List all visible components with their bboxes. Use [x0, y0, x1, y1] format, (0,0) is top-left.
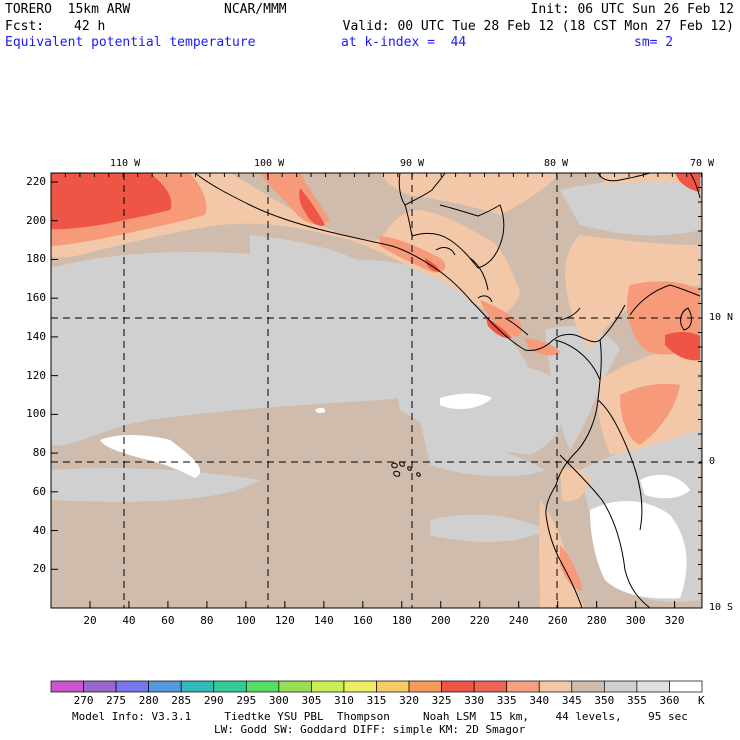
- bottom-grid-label: 140: [313, 614, 334, 627]
- colorbar-swatch: [571, 680, 605, 693]
- organization: NCAR/MMM: [224, 2, 287, 17]
- map-fill: [51, 173, 702, 608]
- smoothing: sm= 2: [634, 35, 674, 50]
- colorbar-swatch: [83, 680, 117, 693]
- graticule: [51, 173, 702, 608]
- colorbar-swatch: [538, 680, 573, 693]
- colorbar-label: 280: [138, 694, 159, 707]
- left-grid-label: 220: [26, 175, 46, 188]
- colorbar-label: 305: [301, 694, 322, 707]
- colorbar-label: 335: [496, 694, 517, 707]
- colorbar-swatch: [115, 680, 149, 693]
- model-info-line1: Model Info: V3.3.1 Tiedtke YSU PBL Thomp…: [72, 710, 688, 723]
- left-grid-label: 20: [32, 562, 46, 576]
- colorbar-swatch: [311, 680, 345, 693]
- colorbar-label: 310: [334, 694, 354, 707]
- lon-label-70w: 70 W: [690, 158, 715, 169]
- colorbar-swatch: [473, 680, 508, 693]
- colorbar-swatch: [180, 680, 215, 693]
- colorbar-label: 360: [659, 694, 680, 707]
- colorbar-swatch: [278, 680, 312, 693]
- colorbar-swatch: [636, 680, 670, 693]
- left-grid-label: 200: [26, 213, 46, 227]
- model-info-line2: LW: Godd SW: Goddard DIFF: simple KM: 2D…: [214, 723, 526, 736]
- colorbar-label: 285: [171, 694, 192, 707]
- bottom-grid-label: 120: [274, 614, 295, 627]
- lon-label-100w: 100 W: [254, 158, 285, 169]
- lon-label-110w: 110 W: [110, 158, 141, 169]
- colorbar-swatch: [669, 680, 703, 693]
- left-grid-label: 60: [32, 484, 46, 498]
- bottom-grid-label: 20: [83, 614, 97, 627]
- left-grid-label: 160: [26, 291, 46, 305]
- lon-label-90w: 90 W: [400, 158, 425, 169]
- axis-ticks: [50, 172, 702, 609]
- bottom-grid-label: 80: [200, 614, 214, 627]
- left-grid-label: 120: [26, 368, 46, 382]
- valid-time: Valid: 00 UTC Tue 28 Feb 12 (18 CST Mon …: [342, 19, 734, 34]
- lat-label-10s: 10 S: [709, 602, 734, 613]
- colorbar-label: 330: [464, 694, 485, 707]
- bottom-grid-label: 260: [547, 614, 568, 627]
- colorbar-swatch: [408, 680, 442, 693]
- colorbar-swatch: [441, 680, 475, 693]
- lon-label-80w: 80 W: [544, 158, 569, 169]
- colorbar-label: 300: [268, 694, 289, 707]
- left-grid-label: 40: [32, 523, 46, 537]
- hot-regions: [51, 173, 700, 361]
- bottom-grid-label: 320: [664, 614, 685, 627]
- forecast-label: Fcst:: [5, 19, 45, 34]
- bottom-grid-label: 60: [161, 614, 175, 627]
- colorbar-label: 275: [106, 694, 127, 707]
- colorbar-swatch: [343, 680, 377, 693]
- bottom-grid-label: 220: [469, 614, 490, 627]
- bottom-grid-label: 300: [625, 614, 646, 627]
- forecast-hour: 42 h: [74, 19, 106, 34]
- colorbar-label: 315: [366, 694, 387, 707]
- colorbar-swatch: [148, 680, 182, 693]
- left-grid-label: 80: [32, 446, 46, 460]
- colorbar-label: 355: [626, 694, 647, 707]
- field-name: Equivalent potential temperature: [5, 35, 256, 50]
- colorbar-swatch: [50, 680, 84, 693]
- colorbar-swatch: [376, 680, 410, 693]
- colorbar-label: 295: [236, 694, 257, 707]
- bottom-grid-label: 280: [586, 614, 607, 627]
- bottom-grid-label: 240: [508, 614, 529, 627]
- colorbar-swatch: [603, 680, 638, 693]
- colorbar-unit: K: [698, 694, 705, 707]
- bottom-grid-label: 100: [235, 614, 256, 627]
- colorbar-swatch: [213, 680, 247, 693]
- lat-label-10n: 10 N: [709, 312, 734, 323]
- colorbar-label: 270: [73, 694, 94, 707]
- left-grid-label: 180: [26, 252, 46, 266]
- lat-label-0: 0: [709, 456, 716, 467]
- colorbar-swatch: [245, 680, 280, 693]
- left-grid-label: 140: [26, 329, 46, 343]
- level-index: at k-index = 44: [341, 35, 467, 50]
- bottom-grid-label: 200: [430, 614, 451, 627]
- init-time: Init: 06 UTC Sun 26 Feb 12: [530, 2, 735, 17]
- bottom-grid-label: 180: [391, 614, 412, 627]
- bottom-grid-label: 40: [122, 614, 136, 627]
- left-grid-label: 100: [26, 407, 46, 421]
- model-name: TORERO 15km ARW: [5, 2, 131, 17]
- colorbar-swatch: [506, 680, 540, 693]
- colorbar-label: 325: [431, 694, 452, 707]
- colorbar-label: 350: [594, 694, 615, 707]
- colorbar-label: 320: [399, 694, 419, 707]
- colorbar-label: 290: [203, 694, 224, 707]
- bottom-grid-label: 160: [352, 614, 373, 627]
- borders: [404, 172, 701, 609]
- colorbar-label: 345: [561, 694, 582, 707]
- colorbar-label: 340: [529, 694, 550, 707]
- colorbar: [50, 680, 703, 693]
